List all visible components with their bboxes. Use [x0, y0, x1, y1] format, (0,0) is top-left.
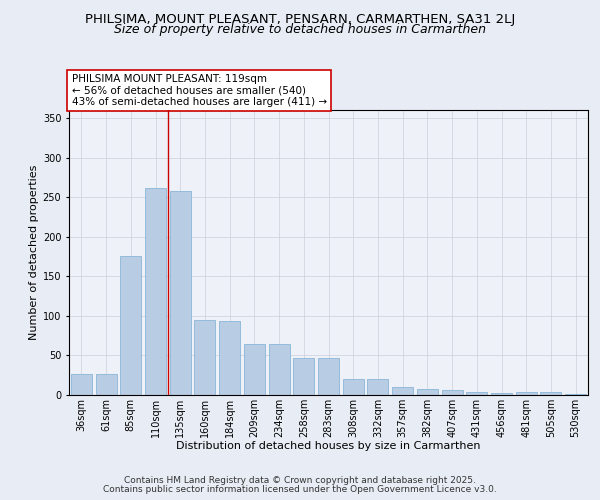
Bar	[565, 394, 586, 395]
Bar	[71, 374, 92, 395]
Bar	[95, 374, 116, 395]
Bar	[417, 388, 438, 395]
Bar	[442, 390, 463, 395]
Text: Contains HM Land Registry data © Crown copyright and database right 2025.: Contains HM Land Registry data © Crown c…	[124, 476, 476, 485]
Bar	[120, 256, 141, 395]
Bar	[343, 379, 364, 395]
Bar	[170, 190, 191, 395]
Bar	[491, 392, 512, 395]
X-axis label: Distribution of detached houses by size in Carmarthen: Distribution of detached houses by size …	[176, 442, 481, 452]
Bar	[392, 387, 413, 395]
Text: PHILSIMA MOUNT PLEASANT: 119sqm
← 56% of detached houses are smaller (540)
43% o: PHILSIMA MOUNT PLEASANT: 119sqm ← 56% of…	[71, 74, 327, 107]
Bar	[145, 188, 166, 395]
Bar	[466, 392, 487, 395]
Bar	[516, 392, 537, 395]
Bar	[194, 320, 215, 395]
Text: Contains public sector information licensed under the Open Government Licence v3: Contains public sector information licen…	[103, 484, 497, 494]
Bar	[244, 344, 265, 395]
Bar	[269, 344, 290, 395]
Text: PHILSIMA, MOUNT PLEASANT, PENSARN, CARMARTHEN, SA31 2LJ: PHILSIMA, MOUNT PLEASANT, PENSARN, CARMA…	[85, 12, 515, 26]
Text: Size of property relative to detached houses in Carmarthen: Size of property relative to detached ho…	[114, 24, 486, 36]
Bar	[541, 392, 562, 395]
Bar	[318, 358, 339, 395]
Y-axis label: Number of detached properties: Number of detached properties	[29, 165, 38, 340]
Bar	[367, 379, 388, 395]
Bar	[293, 358, 314, 395]
Bar	[219, 322, 240, 395]
